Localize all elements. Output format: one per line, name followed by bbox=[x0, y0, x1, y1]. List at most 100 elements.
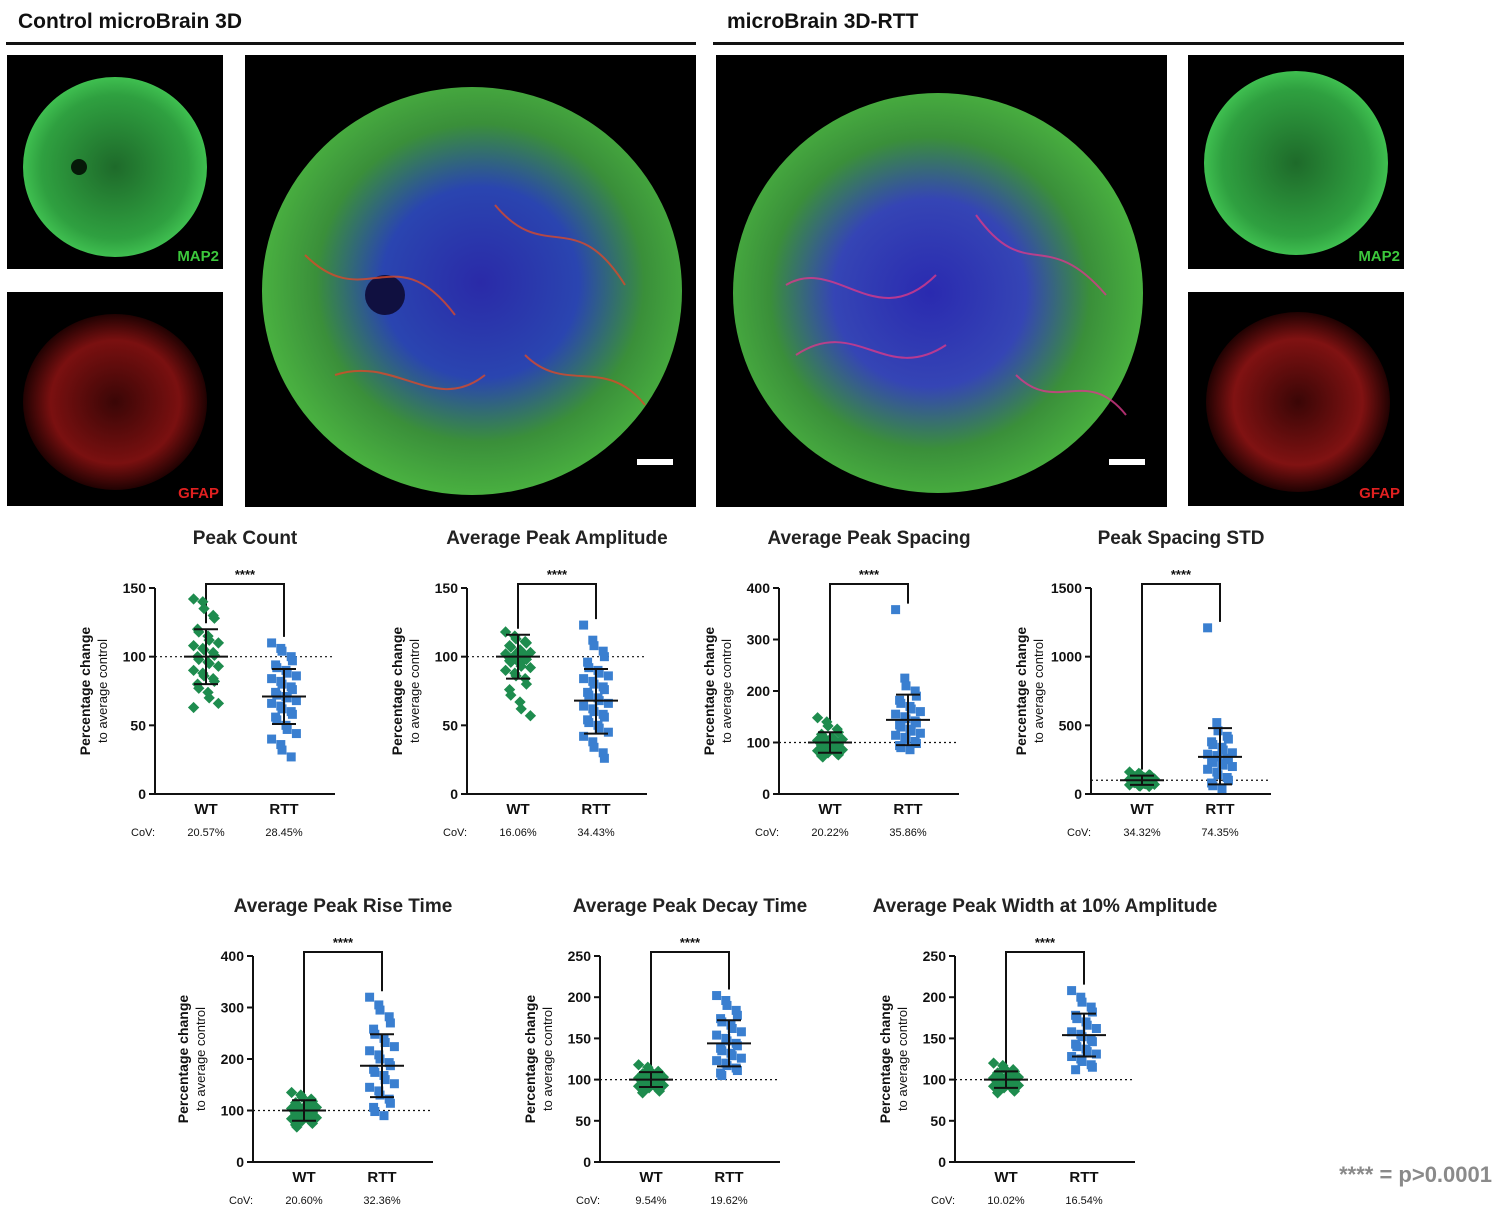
rtt-point bbox=[385, 1098, 395, 1108]
rtt-point bbox=[588, 635, 598, 645]
significance-label: **** bbox=[859, 567, 880, 582]
wt-point bbox=[198, 602, 210, 615]
rtt-point bbox=[731, 1005, 741, 1015]
chart-title: Peak Spacing STD bbox=[1098, 528, 1265, 549]
y-axis-label: Percentage change bbox=[522, 995, 538, 1124]
wt-point bbox=[212, 637, 225, 649]
rtt-point bbox=[896, 722, 906, 732]
control-gfap-image: GFAP bbox=[7, 292, 223, 506]
wt-point bbox=[632, 1059, 645, 1071]
rtt-scale-bar bbox=[1109, 459, 1145, 465]
x-tick-label: RTT bbox=[893, 801, 922, 818]
rtt-point bbox=[588, 737, 598, 747]
wt-point bbox=[987, 1057, 1000, 1069]
rtt-map2-image: MAP2 bbox=[1188, 55, 1404, 269]
rtt-point bbox=[277, 745, 287, 755]
rtt-point bbox=[272, 715, 282, 725]
y-axis-label: Percentage change bbox=[77, 627, 93, 756]
y-tick-label: 1000 bbox=[1051, 649, 1082, 665]
rtt-point bbox=[1077, 1056, 1087, 1066]
rtt-point bbox=[732, 1066, 742, 1076]
rtt-point bbox=[598, 646, 608, 656]
x-tick-label: WT bbox=[506, 801, 529, 818]
x-tick-label: RTT bbox=[581, 801, 610, 818]
y-tick-label: 50 bbox=[130, 717, 146, 733]
y-axis-label-secondary: to average control bbox=[95, 639, 110, 743]
y-axis-label-secondary: to average control bbox=[719, 639, 734, 743]
cov-label: CoV: bbox=[931, 1195, 955, 1207]
y-axis-label-secondary: to average control bbox=[540, 1007, 555, 1111]
rtt-point bbox=[282, 724, 292, 734]
chart-title: Average Peak Decay Time bbox=[573, 896, 808, 917]
significance-label: **** bbox=[1171, 567, 1192, 582]
cov-value: 10.02% bbox=[987, 1195, 1025, 1207]
y-tick-label: 100 bbox=[568, 1072, 592, 1088]
x-tick-label: RTT bbox=[1205, 801, 1234, 818]
wt-point bbox=[193, 682, 205, 694]
rtt-point bbox=[389, 1042, 399, 1052]
chart-title: Average Peak Rise Time bbox=[234, 896, 453, 917]
wt-point bbox=[212, 660, 225, 672]
rtt-point bbox=[915, 707, 925, 717]
rtt-point bbox=[375, 1005, 385, 1015]
chart-title: Peak Count bbox=[193, 528, 298, 549]
rtt-point bbox=[599, 712, 609, 722]
rtt-point bbox=[380, 1038, 390, 1048]
rtt-point bbox=[1071, 1065, 1081, 1075]
y-tick-label: 100 bbox=[747, 735, 771, 751]
rtt-point bbox=[1082, 1020, 1092, 1030]
rtt-point bbox=[282, 668, 292, 678]
rtt-point bbox=[291, 729, 301, 739]
y-axis-label: Percentage change bbox=[175, 995, 191, 1124]
cov-value: 20.60% bbox=[285, 1195, 323, 1207]
cov-label: CoV: bbox=[576, 1195, 600, 1207]
y-axis-label: Percentage change bbox=[877, 995, 893, 1124]
cov-value: 34.43% bbox=[577, 827, 615, 839]
rtt-point bbox=[1077, 1032, 1087, 1042]
rtt-point bbox=[717, 1017, 727, 1027]
rtt-point bbox=[380, 1075, 390, 1085]
significance-label: **** bbox=[333, 935, 354, 950]
rtt-point bbox=[579, 674, 589, 684]
control-gfap-label: GFAP bbox=[178, 485, 219, 502]
rtt-point bbox=[1072, 1042, 1082, 1052]
rtt-point bbox=[583, 657, 593, 667]
rtt-point bbox=[1203, 764, 1213, 774]
y-tick-label: 0 bbox=[450, 786, 458, 802]
rtt-map2-label: MAP2 bbox=[1358, 248, 1400, 265]
rtt-point bbox=[1076, 992, 1086, 1002]
y-tick-label: 50 bbox=[442, 717, 458, 733]
rtt-point bbox=[599, 685, 609, 695]
wt-point bbox=[505, 689, 517, 701]
chart-title: Average Peak Amplitude bbox=[446, 528, 667, 549]
y-axis-label: Percentage change bbox=[701, 627, 717, 756]
significance-label: **** bbox=[235, 567, 256, 582]
rtt-point bbox=[287, 656, 297, 666]
y-tick-label: 200 bbox=[923, 989, 947, 1005]
rtt-point bbox=[732, 1041, 742, 1051]
wt-point bbox=[187, 593, 200, 605]
significance-bracket bbox=[650, 951, 730, 1067]
chart-title: Average Peak Spacing bbox=[767, 528, 970, 549]
wt-point bbox=[524, 661, 537, 674]
y-tick-label: 250 bbox=[923, 948, 947, 964]
rtt-point bbox=[1087, 1007, 1097, 1017]
rtt-point bbox=[286, 752, 296, 762]
cov-value: 20.22% bbox=[811, 827, 849, 839]
y-axis-label-secondary: to average control bbox=[895, 1007, 910, 1111]
cov-value: 9.54% bbox=[635, 1195, 666, 1207]
rtt-point bbox=[374, 1000, 384, 1010]
rtt-point bbox=[365, 1046, 375, 1056]
rtt-point bbox=[1212, 718, 1222, 728]
rtt-point bbox=[272, 663, 282, 673]
cov-value: 16.54% bbox=[1065, 1195, 1103, 1207]
rtt-point bbox=[1087, 1037, 1097, 1047]
plot-average-peak-decay-time: Average Peak Decay Time Percentage change… bbox=[505, 890, 808, 1210]
rtt-point bbox=[727, 1051, 737, 1061]
rtt-point bbox=[579, 731, 589, 741]
rtt-point bbox=[287, 685, 297, 695]
wt-point bbox=[520, 637, 533, 649]
significance-bracket bbox=[829, 583, 909, 727]
control-header: Control microBrain 3D bbox=[18, 10, 243, 33]
rtt-point bbox=[910, 686, 920, 696]
